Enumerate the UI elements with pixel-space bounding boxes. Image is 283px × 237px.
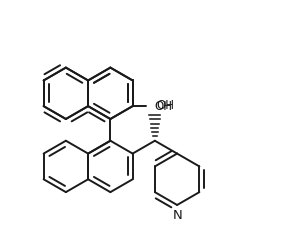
Text: OH: OH	[157, 99, 175, 112]
Text: N: N	[172, 209, 182, 222]
Text: OH: OH	[154, 100, 172, 113]
